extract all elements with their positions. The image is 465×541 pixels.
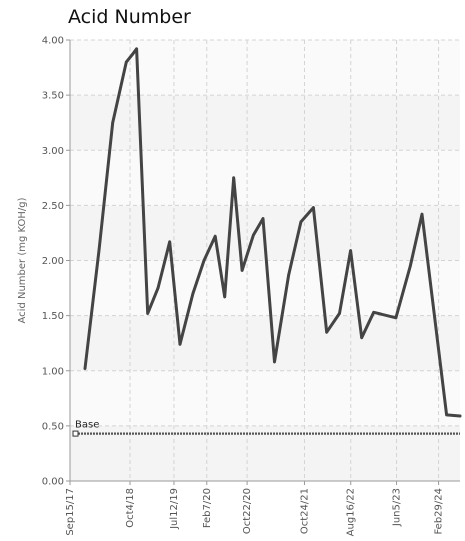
- y-tick-label: 3.50: [42, 91, 64, 102]
- background-band: [70, 95, 460, 151]
- data-point: [124, 60, 128, 64]
- baseline: Base: [72, 420, 460, 437]
- x-tick-label: Feb7/20: [202, 488, 213, 528]
- data-point: [360, 336, 363, 339]
- baseline-label: Base: [75, 420, 99, 431]
- y-tick-label: 3.00: [42, 146, 64, 157]
- x-tick-label: Sep15/17: [65, 488, 76, 536]
- data-point: [420, 212, 424, 216]
- data-point: [178, 342, 182, 346]
- data-point: [111, 121, 114, 124]
- x-tick-label: Jun5/23: [392, 488, 403, 527]
- data-point: [394, 316, 398, 320]
- baseline-marker: [72, 430, 79, 437]
- background-band: [70, 315, 460, 371]
- chart-title: Acid Number: [68, 6, 191, 28]
- x-tick-label: Feb29/24: [434, 488, 445, 535]
- series-line: [83, 47, 462, 418]
- y-tick-label: 4.00: [42, 36, 64, 47]
- data-point: [273, 360, 276, 364]
- y-tick-label: 2.00: [42, 256, 64, 267]
- data-point: [97, 248, 101, 251]
- data-point: [146, 312, 149, 315]
- data-point: [223, 295, 227, 299]
- data-point: [287, 273, 290, 277]
- data-point: [240, 269, 244, 272]
- data-point: [131, 53, 134, 56]
- data-point: [202, 259, 206, 262]
- background-band: [70, 40, 460, 96]
- y-tick-label: 2.50: [42, 201, 64, 212]
- y-tick-label: 0.50: [42, 421, 64, 432]
- data-point: [325, 330, 328, 334]
- data-point: [135, 47, 138, 51]
- data-point: [349, 249, 352, 252]
- data-point: [261, 217, 265, 220]
- y-tick-label: 1.50: [42, 311, 64, 322]
- y-tick-label: 1.00: [42, 366, 64, 377]
- y-axis-label: Acid Number (mg KOH/g): [17, 197, 28, 323]
- data-point: [312, 206, 315, 209]
- x-tick-label: Oct22/20: [242, 488, 253, 534]
- x-tick-label: Aug16/22: [346, 488, 357, 536]
- data-point: [156, 286, 160, 290]
- y-tick-label: 0.00: [42, 477, 64, 488]
- data-point: [213, 234, 217, 238]
- x-tick-labels: Sep15/17 Oct4/18 Jul12/19 Feb7/20 Oct22/20 Oc…: [65, 481, 445, 536]
- background-band: [70, 425, 460, 481]
- data-point: [372, 311, 376, 314]
- x-tick-label: Oct4/18: [125, 488, 136, 528]
- x-tick-label: Oct24/21: [299, 488, 310, 534]
- x-tick-label: Jul12/19: [169, 488, 180, 530]
- data-point: [191, 292, 195, 295]
- data-point: [232, 176, 235, 180]
- data-point: [408, 264, 412, 268]
- data-series: [83, 47, 462, 418]
- background-band: [70, 260, 460, 316]
- background-band: [70, 150, 460, 206]
- data-point: [252, 233, 255, 237]
- data-point: [83, 367, 87, 370]
- data-point: [458, 414, 462, 418]
- data-point: [168, 240, 172, 244]
- data-point: [338, 312, 341, 315]
- data-point: [445, 413, 448, 417]
- background-band: [70, 370, 460, 426]
- data-point: [299, 220, 303, 224]
- y-tick-labels: 0.00 0.50 1.00 1.50 2.00 2.50 3.00 3.50 4.00: [42, 36, 70, 488]
